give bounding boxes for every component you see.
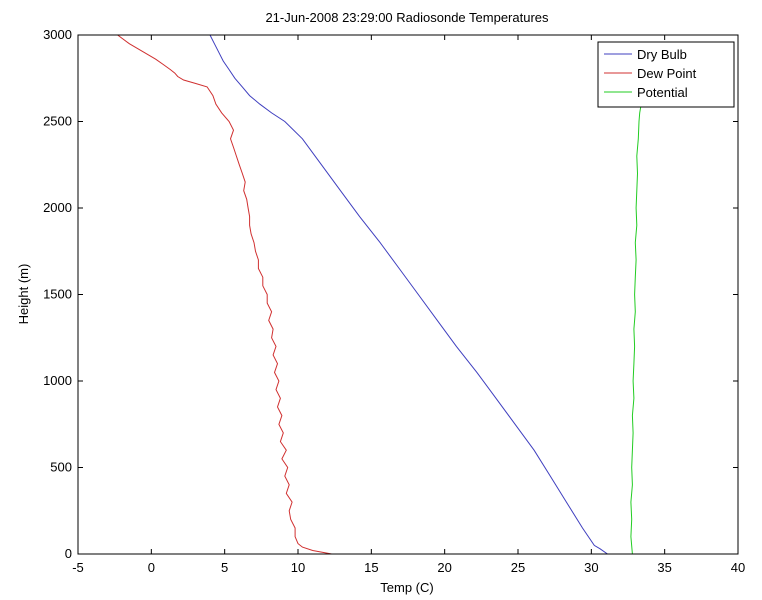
x-tick-label: 5 [221,560,228,575]
x-tick-label: 0 [148,560,155,575]
x-tick-label: 20 [437,560,451,575]
y-tick-label: 1000 [43,373,72,388]
x-tick-label: 40 [731,560,745,575]
y-axis-ticks: 0 500 1000 1500 2000 2500 3000 [43,27,738,561]
y-tick-label: 2500 [43,114,72,129]
x-tick-label: 35 [657,560,671,575]
legend-label: Dew Point [637,66,697,81]
series-line-potential [630,104,642,554]
series-line-dry-bulb [209,35,608,554]
y-tick-label: 3000 [43,27,72,42]
x-tick-label: -5 [72,560,84,575]
x-tick-label: 10 [291,560,305,575]
y-axis-title: Height (m) [16,264,31,325]
y-tick-label: 2000 [43,200,72,215]
x-tick-label: 30 [584,560,598,575]
x-tick-label: 15 [364,560,378,575]
y-tick-label: 500 [50,460,72,475]
series-layer [117,35,642,554]
y-tick-label: 0 [65,546,72,561]
y-tick-label: 1500 [43,287,72,302]
legend: Dry Bulb Dew Point Potential [597,41,735,108]
x-tick-label: 25 [511,560,525,575]
x-axis-title: Temp (C) [380,580,433,595]
legend-label: Dry Bulb [637,47,687,62]
chart-title: 21-Jun-2008 23:29:00 Radiosonde Temperat… [265,10,549,25]
x-axis-ticks: -5 0 5 10 15 20 25 30 35 40 [72,35,745,575]
legend-box [597,41,735,108]
series-line-dew-point [117,35,332,554]
legend-label: Potential [637,85,688,100]
